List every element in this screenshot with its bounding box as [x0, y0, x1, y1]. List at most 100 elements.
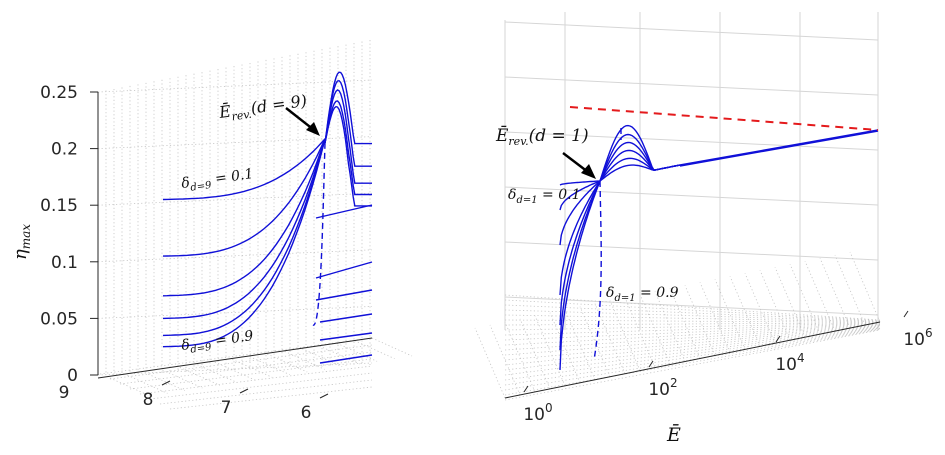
left-curve-rising: [162, 138, 326, 348]
right-curve-rising: [559, 180, 601, 351]
right-floor-grid-line: [849, 251, 881, 323]
right-curve-peak: [599, 164, 681, 182]
left-curve-segment: [315, 204, 373, 219]
right-panel: 100 102 104 106 Ē δd=1 = 0.1 δd=1 = 0.9 Ēre…: [474, 12, 933, 446]
right-floor-grid-line: [504, 325, 881, 356]
right-floor-grid-line: [684, 285, 716, 356]
right-floor-grid-line: [789, 264, 821, 335]
left-z-tick-label: 0.15: [40, 196, 78, 216]
left-z-tick-label: 0.1: [51, 253, 78, 273]
right-back-grid-line: [504, 241, 879, 261]
left-curve-peak: [324, 71, 372, 145]
right-x-tick-label: 104: [775, 351, 804, 375]
left-d-tick-mark: [161, 380, 171, 386]
left-floor-grid-line: [267, 353, 308, 373]
left-delta-bottom-label: δd=9 = 0.9: [180, 328, 255, 357]
left-curves: [162, 71, 373, 364]
left-z-grid-line: [97, 192, 373, 206]
right-x-tick-label: 100: [523, 401, 552, 425]
right-curve-rising: [559, 180, 601, 371]
right-floor-grid-line: [744, 273, 776, 344]
left-arrow-label: Ērev.(d = 9): [217, 90, 309, 125]
left-curve-segment: [319, 313, 373, 323]
left-floor-grid-line: [119, 351, 373, 385]
left-z-grid-line: [97, 249, 373, 263]
right-delta-bottom-label: δd=1 = 0.9: [606, 285, 679, 304]
left-floor-grid: [99, 337, 413, 410]
right-floor-grid-line: [504, 326, 881, 366]
right-floor-grid-line: [504, 319, 881, 323]
left-z-tick-label: 0.2: [51, 140, 78, 160]
left-panel: 0 0.05 0.1 0.15 0.2 0.25 9 8 7 6 ηmax δd=9 = 0.1…: [10, 40, 413, 423]
left-curve-rising: [162, 138, 326, 320]
right-floor-grid-line: [504, 329, 881, 396]
left-curve-segment: [319, 332, 373, 341]
right-x-ticks: 100 102 104 106: [523, 310, 933, 425]
right-floor-grid-line: [504, 323, 881, 336]
right-dashed-drop: [593, 180, 602, 361]
left-floor-grid-line: [301, 348, 343, 368]
right-floor-grid-line: [609, 300, 641, 371]
left-floor-grid-line: [162, 369, 203, 389]
left-floor-grid-line: [109, 344, 373, 380]
left-floor-grid-line: [197, 364, 238, 384]
right-floor-grid-line: [804, 260, 836, 332]
left-floor-grid-line: [159, 379, 373, 405]
left-d-tick-mark: [319, 393, 329, 399]
left-axes: [97, 92, 373, 379]
left-z-tick-label: 0.05: [40, 309, 78, 329]
left-floor-grid-line: [284, 350, 325, 370]
left-curve-segment: [315, 261, 373, 279]
reference-dashed-line: [569, 106, 879, 131]
left-floor-grid-line: [179, 366, 221, 386]
right-floor-grid-line: [504, 304, 881, 322]
left-floor-grid-line: [144, 372, 186, 392]
right-floor-grid-line: [834, 254, 866, 326]
left-floor-grid-line: [319, 345, 360, 365]
left-curve-rising: [162, 138, 326, 257]
left-floor-grid-line: [371, 337, 413, 357]
left-curve-peak: [324, 105, 372, 207]
left-floor-grid-line: [129, 358, 373, 390]
left-curve-segment: [319, 354, 373, 364]
right-floor-grid-line: [819, 257, 851, 329]
left-d-axis: [97, 337, 373, 379]
left-arrow: [285, 107, 320, 136]
left-z-grid-line: [97, 136, 373, 149]
left-d-tick-mark: [239, 388, 249, 394]
right-floor-grid-line: [504, 322, 881, 331]
right-x-tick-mark: [648, 360, 654, 368]
right-floor-grid-line: [579, 306, 611, 377]
right-floor-grid-line: [504, 324, 881, 351]
left-back-grid: [97, 40, 373, 376]
left-d-ticks: 9 8 7 6: [59, 380, 329, 423]
left-curve-peak: [324, 79, 372, 167]
left-floor-grid-line: [214, 361, 255, 381]
right-floor-grid-line: [504, 321, 536, 393]
left-floor-grid-line: [169, 386, 373, 410]
right-curves: [559, 124, 879, 371]
left-floor-grid-line: [127, 374, 168, 394]
left-d-tick-label: 7: [221, 398, 232, 418]
left-floor-grid-line: [99, 337, 373, 375]
right-floor-grid-line: [504, 299, 881, 321]
left-delta-top-label: δd=9 = 0.1: [180, 166, 254, 195]
left-curve-rising: [162, 138, 326, 201]
right-curve-tail: [679, 129, 879, 166]
right-floor-grid-line: [504, 325, 881, 361]
right-delta-top-label: δd=1 = 0.1: [508, 187, 581, 206]
right-x-tick-mark: [903, 310, 909, 318]
right-floor-grid-line: [504, 322, 881, 326]
left-curve-segment: [315, 289, 373, 301]
right-x-tick-label: 106: [903, 326, 932, 350]
left-floor-grid-line: [149, 372, 373, 400]
right-floor-grid: [474, 251, 881, 401]
right-floor-grid-line: [759, 270, 791, 341]
left-curve-peak: [324, 89, 372, 184]
left-ylabel: ηmax: [10, 224, 33, 260]
left-floor-grid-line: [232, 358, 273, 378]
right-x-tick-mark: [775, 335, 781, 343]
right-floor-grid-line: [699, 282, 731, 353]
right-xlabel: Ē: [666, 423, 681, 446]
